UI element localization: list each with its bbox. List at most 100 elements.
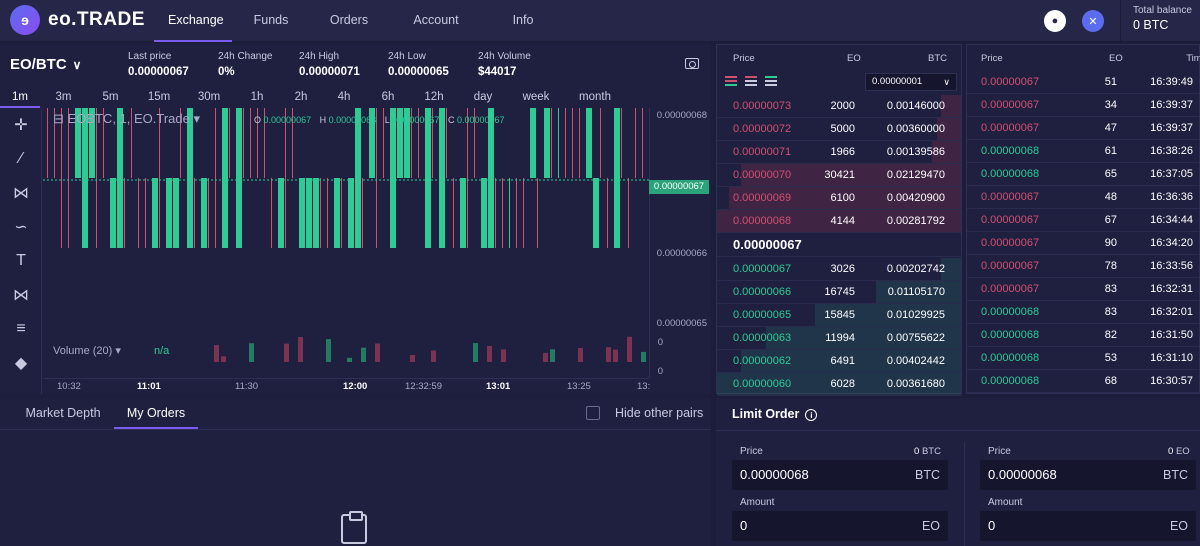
brush-icon[interactable]: ∽ <box>14 219 28 236</box>
measure-icon[interactable]: ≡ <box>16 320 26 337</box>
timeframe-5m[interactable]: 5m <box>102 91 119 103</box>
ohlc-key: O <box>254 115 262 125</box>
ask-row[interactable]: 0.00000071 1966 0.00139586 <box>717 141 961 164</box>
timeframe-day[interactable]: day <box>473 91 493 103</box>
col-price: Price <box>981 53 1003 64</box>
depth-bar <box>937 118 961 140</box>
buy-amount-input[interactable]: 0 EO <box>732 511 948 541</box>
pair-selector[interactable]: EO/BTC ∨ <box>10 56 81 73</box>
candle <box>257 108 258 178</box>
ask-row[interactable]: 0.00000073 2000 0.00146000 <box>717 95 961 118</box>
buy-amount-unit: EO <box>921 519 940 533</box>
trade-row: 0.00000067 67 16:34:44 <box>967 209 1199 232</box>
trend-line-icon[interactable]: ∕ <box>19 150 23 167</box>
col-price: Price <box>733 53 755 64</box>
bid-row[interactable]: 0.00000066 16745 0.01105170 <box>717 281 961 304</box>
time-label: 13:25 <box>567 381 591 392</box>
bid-row[interactable]: 0.00000062 6491 0.00402442 <box>717 350 961 373</box>
pitchfork-icon[interactable]: ⋈ <box>13 185 29 202</box>
candle <box>334 178 340 248</box>
pattern-icon[interactable]: ⋈ <box>13 287 29 304</box>
candle <box>593 178 599 248</box>
candle <box>243 108 244 178</box>
candle <box>124 178 125 248</box>
text-tool-icon[interactable]: T <box>16 252 26 269</box>
tab-market-depth[interactable]: Market Depth <box>25 406 101 420</box>
row-qty: 6100 <box>830 192 855 204</box>
buy-price-unit: BTC <box>915 468 940 482</box>
crosshair-icon[interactable]: ✛ <box>14 117 28 134</box>
price-label: 0.00000066 <box>656 248 707 259</box>
candle <box>103 108 104 178</box>
candle <box>460 178 466 248</box>
bid-row[interactable]: 0.00000065 15845 0.01029925 <box>717 304 961 327</box>
tab-my-orders[interactable]: My Orders <box>114 398 198 429</box>
time-scale[interactable]: 10:32 11:01 11:30 12:00 12:32:59 13:01 1… <box>43 378 650 394</box>
depth-bar <box>766 327 961 349</box>
timeframe-2h[interactable]: 2h <box>294 91 308 103</box>
candle <box>523 178 524 248</box>
camera-icon[interactable] <box>685 58 699 69</box>
ask-row[interactable]: 0.00000070 30421 0.02129470 <box>717 164 961 187</box>
candle <box>159 108 160 248</box>
logo-text: eo.TRADE <box>48 9 145 30</box>
precision-select[interactable]: 0.00000001 ∨ <box>865 73 957 91</box>
price-chart[interactable]: ⊟ EOBTC, 1, EO.Trade ▾ O 0.00000067 H 0.… <box>43 108 711 394</box>
ask-row[interactable]: 0.00000072 5000 0.00360000 <box>717 118 961 141</box>
price-scale[interactable]: 0.00000068 0.00000067 0.00000066 0.00000… <box>649 108 711 378</box>
book-both-icon[interactable] <box>725 76 737 86</box>
timeframe-1h[interactable]: 1h <box>250 91 264 103</box>
candle <box>467 108 468 248</box>
timeframe-month[interactable]: month <box>579 91 611 103</box>
trade-time: 16:34:44 <box>1150 214 1193 226</box>
timeframe-15m[interactable]: 15m <box>147 91 171 103</box>
book-asks-icon[interactable] <box>745 76 757 86</box>
info-icon[interactable]: i <box>805 409 818 421</box>
trade-row: 0.00000067 48 16:36:36 <box>967 186 1199 209</box>
timeframe-30m[interactable]: 30m <box>197 91 221 103</box>
sell-balance-unit: EO <box>1175 446 1190 457</box>
nav-orders[interactable]: Orders <box>329 13 369 27</box>
nav-funds[interactable]: Funds <box>253 13 289 27</box>
eraser-icon[interactable]: ◆ <box>14 355 28 372</box>
logo[interactable]: ɘ eo.TRADE <box>10 5 145 35</box>
exchange-token-icon[interactable]: ✕ <box>1082 10 1104 32</box>
chat-icon[interactable]: ● <box>1044 10 1066 32</box>
ask-row[interactable]: 0.00000068 4144 0.00281792 <box>717 210 961 233</box>
timeframe-3m[interactable]: 3m <box>55 91 72 103</box>
sell-price-input[interactable]: 0.00000068 BTC <box>980 460 1196 490</box>
nav-info[interactable]: Info <box>512 13 534 27</box>
timeframe-6h[interactable]: 6h <box>381 91 395 103</box>
limit-order-panel: Limit Order i Price 0 BTC 0.00000068 BTC A… <box>716 398 1200 546</box>
hide-other-pairs-checkbox[interactable] <box>586 406 600 420</box>
timeframe-1m[interactable]: 1m <box>0 88 40 108</box>
bid-row[interactable]: 0.00000060 6028 0.00361680 <box>717 373 961 396</box>
candle <box>495 178 496 248</box>
buy-amount-value: 0 <box>740 518 748 533</box>
trade-price: 0.00000068 <box>981 375 1040 387</box>
nav-account[interactable]: Account <box>413 13 459 27</box>
bid-row[interactable]: 0.00000063 11994 0.00755622 <box>717 327 961 350</box>
volume-bar <box>487 346 492 362</box>
nav-exchange[interactable]: Exchange <box>154 0 232 42</box>
volume-bar <box>298 336 303 362</box>
candle <box>376 108 377 248</box>
ask-row[interactable]: 0.00000069 6100 0.00420900 <box>717 187 961 210</box>
candle <box>383 108 384 178</box>
sell-amount-input[interactable]: 0 EO <box>980 511 1196 541</box>
candle <box>481 178 487 248</box>
candle <box>292 108 293 178</box>
hide-other-pairs-label[interactable]: Hide other pairs <box>615 406 704 420</box>
legend-collapse-icon[interactable]: ⊟ <box>53 111 64 126</box>
divider <box>964 442 965 546</box>
timeframe-week[interactable]: week <box>522 91 550 103</box>
timeframe-12h[interactable]: 12h <box>424 91 444 103</box>
trade-row: 0.00000067 90 16:34:20 <box>967 232 1199 255</box>
row-total: 0.00146000 <box>886 100 945 112</box>
book-bids-icon[interactable] <box>765 76 777 86</box>
bid-row[interactable]: 0.00000067 3026 0.00202742 <box>717 258 961 281</box>
stat-label: 24h High <box>299 51 340 62</box>
depth-bar <box>815 304 961 326</box>
buy-price-input[interactable]: 0.00000068 BTC <box>732 460 948 490</box>
timeframe-4h[interactable]: 4h <box>337 91 351 103</box>
